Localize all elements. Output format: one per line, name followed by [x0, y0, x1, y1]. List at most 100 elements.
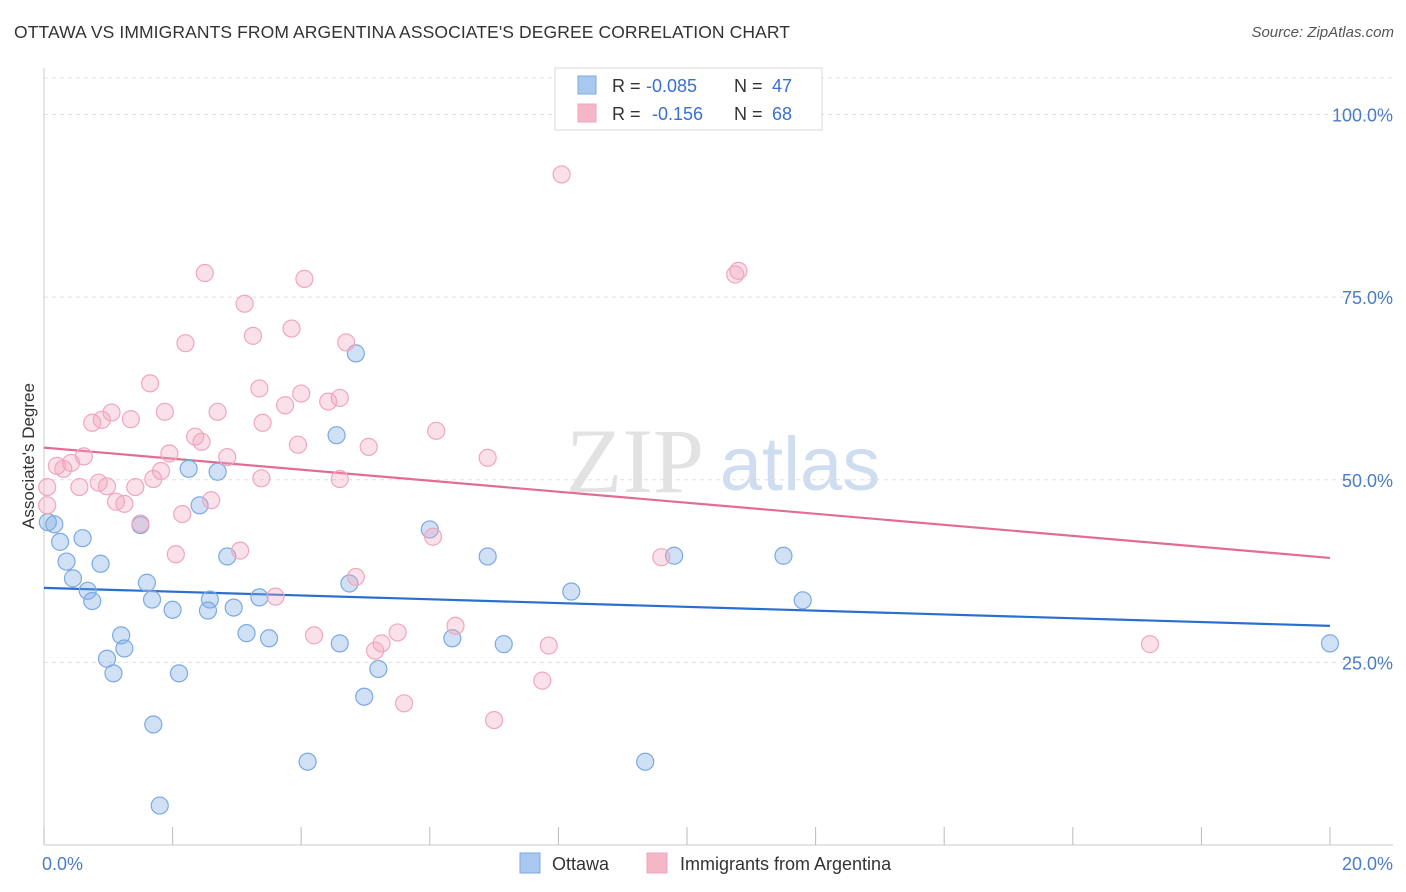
- argentina-point: [304, 626, 324, 645]
- argentina-point: [173, 504, 192, 524]
- ottawa-point: [340, 574, 359, 593]
- argentina-point: [1140, 635, 1160, 654]
- ottawa-point: [562, 582, 581, 601]
- y-tick-label: 50.0%: [1342, 471, 1393, 491]
- argentina-point: [160, 444, 179, 463]
- argentina-point: [366, 641, 385, 660]
- legend-r-value-ottawa: -0.085: [646, 76, 697, 96]
- ottawa-point: [57, 552, 76, 571]
- argentina-point: [235, 294, 254, 313]
- ottawa-point: [198, 601, 218, 620]
- ottawa-point: [104, 664, 123, 683]
- watermark-zip: ZIP: [566, 410, 704, 512]
- ottawa-point: [150, 796, 169, 815]
- legend-swatch-argentina: [577, 103, 597, 123]
- argentina-point: [126, 477, 145, 497]
- ottawa-point: [774, 546, 793, 565]
- legend-n-label-argentina: N =: [734, 104, 763, 124]
- argentina-point: [243, 326, 263, 345]
- ottawa-point: [1320, 634, 1340, 653]
- argentina-point: [202, 491, 221, 510]
- argentina-point: [319, 392, 338, 411]
- ottawa-point: [250, 588, 269, 607]
- chart-source: Source: ZipAtlas.com: [1251, 24, 1394, 41]
- ottawa-point: [208, 462, 227, 481]
- argentina-point: [388, 623, 407, 642]
- ottawa-point: [478, 547, 497, 566]
- ottawa-point: [298, 752, 317, 771]
- argentina-point: [97, 477, 117, 496]
- argentina-point: [346, 567, 365, 587]
- legend-r-label-argentina: R =: [612, 104, 641, 124]
- legend-n-value-ottawa: 47: [772, 76, 792, 96]
- ottawa-point: [73, 529, 92, 548]
- argentina-point: [70, 477, 89, 497]
- argentina-point: [140, 374, 160, 393]
- ottawa-point: [142, 590, 162, 609]
- argentina-point: [394, 694, 414, 713]
- legend-n-value-argentina: 68: [772, 104, 792, 124]
- argentina-point: [427, 421, 446, 440]
- argentina-point: [208, 402, 227, 421]
- ottawa-point: [45, 515, 64, 534]
- argentina-point: [552, 165, 571, 184]
- ottawa-point: [115, 639, 134, 658]
- argentina-point: [423, 527, 443, 546]
- legend-r-value-argentina: -0.156: [652, 104, 703, 124]
- argentina-point: [359, 437, 378, 456]
- argentina-point: [155, 402, 174, 421]
- ottawa-point: [224, 598, 243, 617]
- bottom-legend-label-ottawa: Ottawa: [552, 854, 610, 874]
- argentina-point: [102, 403, 121, 422]
- ottawa-point: [91, 554, 110, 573]
- x-tick-label: 0.0%: [42, 854, 83, 874]
- argentina-point: [288, 435, 308, 454]
- ottawa-trend-line: [43, 586, 1331, 627]
- legend-swatch-ottawa: [577, 75, 597, 95]
- argentina-point: [337, 333, 356, 352]
- bottom-legend-swatch-argentina: [646, 852, 668, 874]
- ottawa-point: [163, 600, 182, 619]
- stats-legend: R = -0.085 N = 47 R = -0.156 N = 68: [554, 67, 823, 131]
- legend-n-label-ottawa: N =: [734, 76, 763, 96]
- ottawa-point: [327, 426, 346, 445]
- argentina-point: [330, 388, 349, 408]
- grid-lines: [44, 77, 1393, 663]
- argentina-point: [38, 496, 57, 515]
- argentina-point: [276, 396, 295, 415]
- argentina-point: [92, 410, 111, 429]
- argentina-point: [729, 261, 748, 280]
- argentina-point: [485, 710, 504, 730]
- ottawa-point: [78, 581, 97, 600]
- legend-r-label-ottawa: R =: [612, 76, 641, 96]
- ottawa-point: [63, 569, 83, 588]
- ottawa-point: [50, 532, 70, 551]
- ottawa-point: [793, 591, 812, 610]
- argentina-point: [250, 379, 269, 398]
- argentina-point: [292, 384, 311, 403]
- argentina-trend-line: [43, 446, 1331, 560]
- argentina-point: [372, 634, 391, 653]
- y-axis-title: Associate's Degree: [19, 383, 38, 529]
- y-tick-label: 25.0%: [1342, 653, 1393, 673]
- watermark-atlas: atlas: [720, 422, 881, 507]
- argentina-point: [131, 514, 150, 533]
- ottawa-point: [259, 629, 279, 648]
- x-tick-label: 20.0%: [1342, 854, 1393, 874]
- tick-labels: 25.0% 50.0% 75.0% 100.0% 0.0% 20.0%: [42, 106, 1393, 874]
- ottawa-point: [190, 496, 209, 515]
- series-legend: Ottawa Immigrants from Argentina: [519, 852, 892, 874]
- argentina-point: [330, 469, 349, 489]
- axes: [43, 68, 1393, 846]
- ottawa-point: [200, 590, 219, 609]
- argentina-point: [253, 413, 272, 432]
- ottawa-point: [179, 459, 198, 478]
- y-tick-label: 75.0%: [1342, 288, 1393, 308]
- trend-lines: [43, 446, 1331, 627]
- argentina-point: [218, 448, 237, 467]
- ottawa-point: [636, 752, 655, 771]
- argentina-point: [252, 469, 271, 488]
- argentina-point: [192, 432, 211, 451]
- argentina-point: [539, 636, 558, 655]
